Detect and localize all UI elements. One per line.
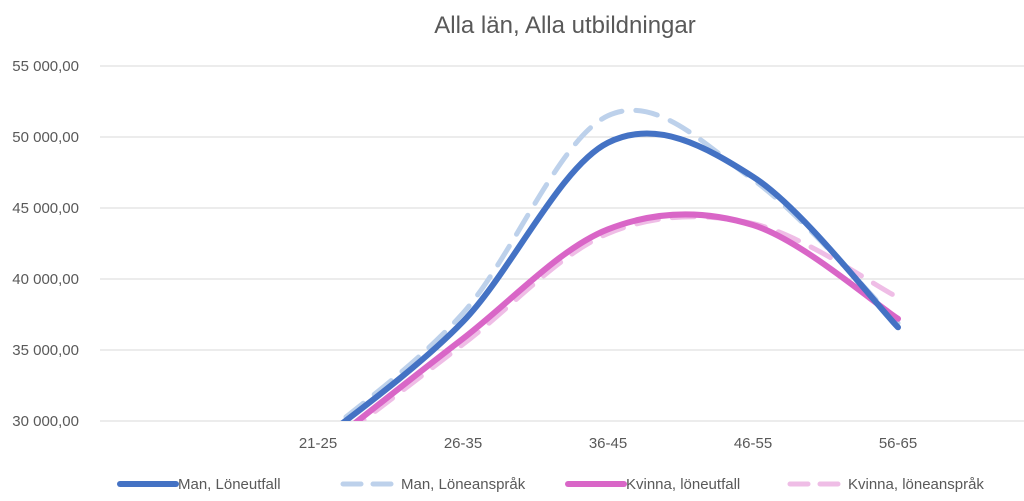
series-man-loneutfall-line (340, 130, 901, 421)
x-tick-label: 21-25 (299, 435, 337, 452)
x-tick-label: 26-35 (444, 435, 482, 452)
legend-label: Kvinna, löneutfall (626, 476, 740, 493)
gridlines (100, 65, 1024, 422)
y-tick-label: 45 000,00 (12, 200, 79, 217)
y-tick-label: 30 000,00 (12, 413, 79, 430)
y-axis-ticks: 30 000,00 35 000,00 40 000,00 45 000,00 50 0… (12, 58, 79, 430)
y-tick-label: 40 000,00 (12, 271, 79, 288)
series-lines (336, 107, 901, 421)
y-tick-label: 35 000,00 (12, 342, 79, 359)
x-axis-ticks: 21-25 26-35 36-45 46-55 56-65 (299, 435, 917, 452)
y-tick-label: 55 000,00 (12, 58, 79, 75)
legend: Man, Löneutfall Man, Löneanspråk Kvinna, l… (117, 476, 984, 493)
legend-label: Kvinna, löneanspråk (848, 476, 984, 493)
series-kvinna-loneansprak-line (358, 214, 901, 421)
x-tick-label: 46-55 (734, 435, 772, 452)
y-tick-label: 50 000,00 (12, 129, 79, 146)
x-tick-label: 36-45 (589, 435, 627, 452)
series-kvinna-loneutfall-line (352, 211, 901, 421)
legend-label: Man, Löneutfall (178, 476, 281, 493)
legend-label: Man, Löneanspråk (401, 476, 526, 493)
x-tick-label: 56-65 (879, 435, 917, 452)
chart-title: Alla län, Alla utbildningar (434, 12, 696, 39)
